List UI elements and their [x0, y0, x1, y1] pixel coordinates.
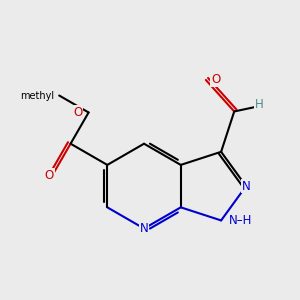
- Text: N–H: N–H: [229, 214, 252, 227]
- Text: N: N: [140, 222, 148, 235]
- Text: methyl: methyl: [20, 91, 54, 100]
- Text: O: O: [45, 169, 54, 182]
- Text: O: O: [211, 74, 220, 86]
- Text: N: N: [242, 180, 250, 193]
- Text: H: H: [255, 98, 263, 111]
- Text: O: O: [73, 106, 82, 119]
